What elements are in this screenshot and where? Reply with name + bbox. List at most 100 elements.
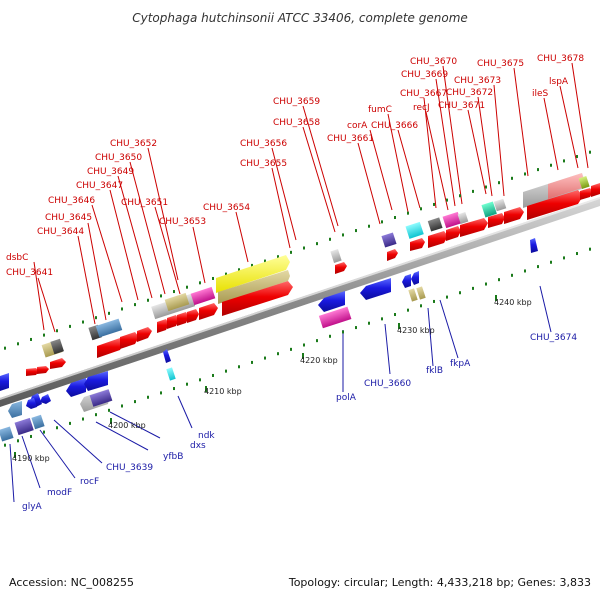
label-leader-line — [77, 235, 96, 325]
scale-tick-mark — [398, 323, 400, 329]
scale-dot — [238, 365, 240, 369]
scale-dot — [108, 311, 110, 315]
gene-label-fkpa[interactable]: fkpA — [450, 359, 471, 369]
reverse-strand-features — [0, 238, 538, 442]
scale-dot — [277, 255, 279, 259]
scale-dot — [316, 339, 318, 343]
label-leader-line — [109, 411, 161, 439]
gene-label-chu-3675[interactable]: CHU_3675 — [477, 59, 524, 69]
gene-label-modf[interactable]: modF — [47, 488, 72, 498]
gene-feature — [0, 373, 9, 391]
gene-label-chu-3645[interactable]: CHU_3645 — [45, 213, 92, 223]
gene-label-chu-3658[interactable]: CHU_3658 — [273, 118, 320, 128]
scale-dot — [173, 387, 175, 391]
gene-feature — [548, 173, 584, 199]
gene-feature — [411, 271, 419, 285]
gene-feature — [120, 332, 139, 349]
scale-dot — [446, 198, 448, 202]
gene-feature — [50, 358, 66, 369]
gene-feature — [167, 315, 179, 329]
label-leader-line — [477, 96, 493, 197]
scale-dot — [589, 150, 591, 154]
gene-label-lspa[interactable]: lspA — [549, 77, 569, 87]
scale-dot — [303, 246, 305, 250]
scale-dot — [537, 265, 539, 269]
label-leader-line — [235, 211, 249, 263]
scale-dot — [459, 194, 461, 198]
gene-feature — [527, 190, 583, 220]
label-leader-line — [539, 285, 552, 333]
gene-label-chu-3639[interactable]: CHU_3639 — [106, 463, 153, 473]
scale-dot — [186, 382, 188, 386]
scale-dot — [407, 308, 409, 312]
gene-feature — [318, 291, 345, 312]
gene-label-chu-3641[interactable]: CHU_3641 — [6, 268, 53, 278]
scale-dot — [56, 426, 58, 430]
gene-label-chu-3678[interactable]: CHU_3678 — [537, 54, 584, 64]
gene-label-chu-3656[interactable]: CHU_3656 — [240, 139, 287, 149]
scale-dot — [147, 298, 149, 302]
gene-label-chu-3647[interactable]: CHU_3647 — [76, 181, 123, 191]
gene-feature — [488, 213, 505, 228]
gene-label-chu-3650[interactable]: CHU_3650 — [95, 153, 142, 163]
gene-label-chu-3651[interactable]: CHU_3651 — [121, 198, 168, 208]
gene-label-chu-3673[interactable]: CHU_3673 — [454, 76, 501, 86]
gene-label-chu-3653[interactable]: CHU_3653 — [159, 217, 206, 227]
gene-feature — [457, 212, 469, 224]
gene-feature — [591, 183, 600, 197]
label-leader-line — [177, 395, 193, 429]
gene-label-yfbb[interactable]: yfbB — [163, 452, 183, 462]
gene-feature — [0, 426, 14, 442]
scale-dot — [381, 317, 383, 321]
gene-label-chu-3660[interactable]: CHU_3660 — [364, 379, 411, 389]
gene-label-recj[interactable]: recJ — [413, 103, 430, 113]
gene-label-cora[interactable]: corA — [347, 121, 368, 131]
gene-label-rocf[interactable]: rocF — [80, 477, 99, 487]
gene-label-dsbc[interactable]: dsbC — [6, 253, 28, 263]
gene-label-pola[interactable]: polA — [336, 393, 357, 403]
gene-feature — [37, 366, 49, 374]
label-leader-line — [302, 126, 336, 233]
gene-label-chu-3644[interactable]: CHU_3644 — [37, 227, 84, 237]
scale-dot — [524, 269, 526, 273]
scale-dot — [147, 395, 149, 399]
gene-feature — [216, 255, 290, 293]
gene-label-chu-3672[interactable]: CHU_3672 — [446, 88, 493, 98]
gene-label-chu-3654[interactable]: CHU_3654 — [203, 203, 250, 213]
gene-label-chu-3661[interactable]: CHU_3661 — [327, 134, 374, 144]
scale-dot — [108, 408, 110, 412]
scale-dot — [121, 404, 123, 408]
gene-feature — [157, 319, 169, 333]
gene-label-dxs[interactable]: dxs — [190, 441, 206, 451]
gene-label-chu-3666[interactable]: CHU_3666 — [371, 121, 418, 131]
gene-label-chu-3669[interactable]: CHU_3669 — [401, 70, 448, 80]
gene-feature — [330, 249, 342, 263]
gene-label-ndk[interactable]: ndk — [198, 431, 215, 441]
genome-backbone — [0, 197, 600, 407]
gene-label-iles[interactable]: ileS — [532, 89, 549, 99]
scale-tick-label: 4200 kbp — [108, 421, 146, 430]
gene-label-chu-3655[interactable]: CHU_3655 — [240, 159, 287, 169]
scale-dot — [160, 294, 162, 298]
gene-label-glya[interactable]: glyA — [22, 502, 43, 512]
scale-dot — [95, 413, 97, 417]
gene-label-chu-3667[interactable]: CHU_3667 — [400, 89, 447, 99]
gene-label-chu-3670[interactable]: CHU_3670 — [410, 57, 457, 67]
gene-label-fumc[interactable]: fumC — [368, 105, 392, 115]
label-leader-line — [21, 435, 41, 489]
label-leader-line — [559, 85, 579, 169]
gene-label-chu-3652[interactable]: CHU_3652 — [110, 139, 157, 149]
gene-label-chu-3671[interactable]: CHU_3671 — [438, 101, 485, 111]
gene-label-chu-3659[interactable]: CHU_3659 — [273, 97, 320, 107]
gene-label-chu-3646[interactable]: CHU_3646 — [48, 196, 95, 206]
gene-feature — [163, 349, 171, 363]
label-leader-line — [117, 175, 153, 299]
gene-label-chu-3674[interactable]: CHU_3674 — [530, 333, 577, 343]
gene-label-chu-3649[interactable]: CHU_3649 — [87, 167, 134, 177]
gene-label-fklb[interactable]: fklB — [426, 366, 443, 376]
gene-feature — [408, 288, 418, 302]
gene-feature — [578, 176, 590, 189]
label-leader-line — [91, 204, 123, 303]
scale-dot — [511, 176, 513, 180]
gene-feature — [381, 232, 397, 248]
